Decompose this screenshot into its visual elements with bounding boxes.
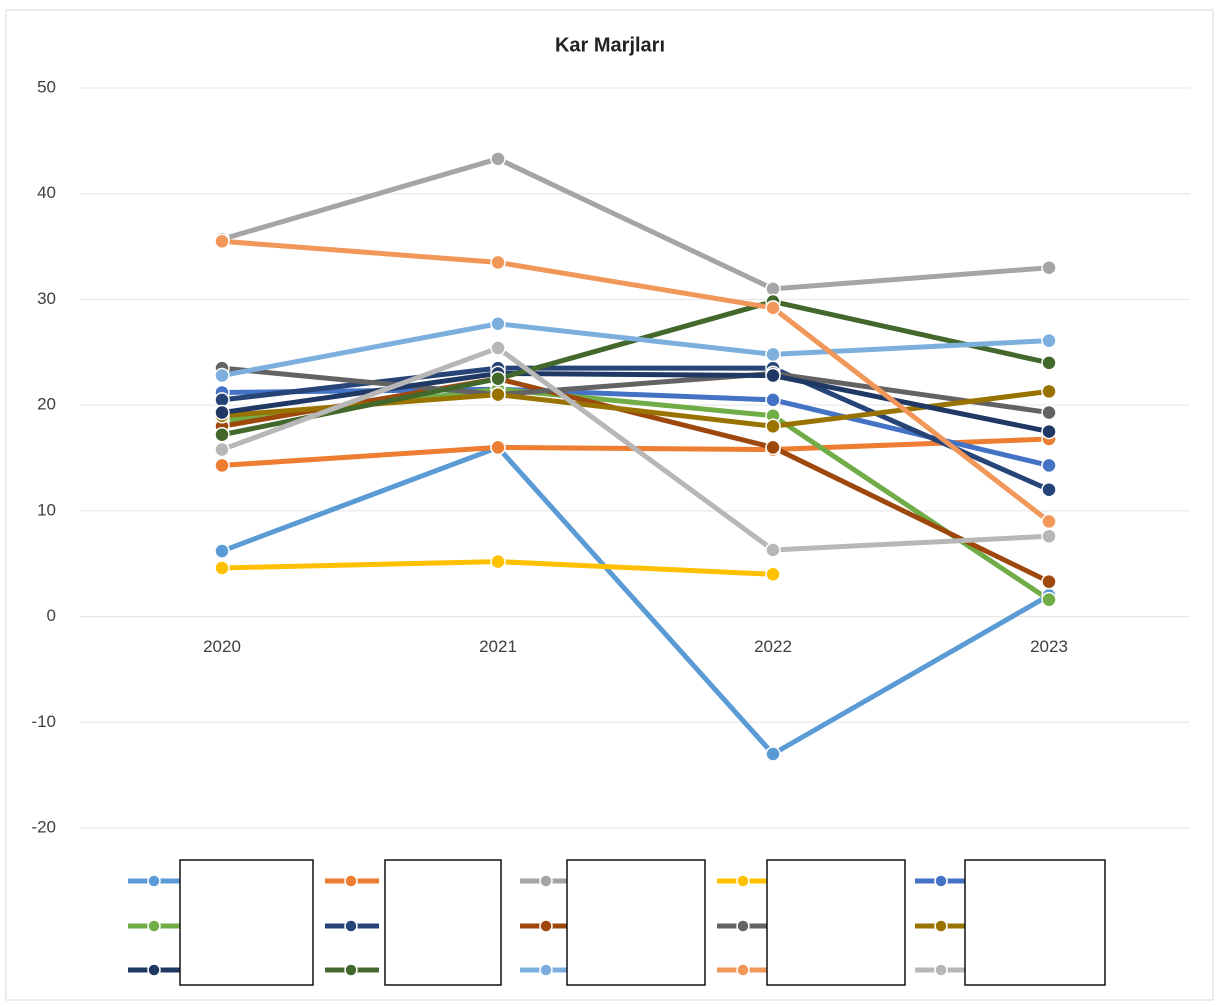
data-point bbox=[1041, 423, 1057, 440]
y-tick-label: 50 bbox=[37, 77, 56, 96]
data-point bbox=[490, 386, 506, 403]
data-point bbox=[765, 300, 781, 316]
data-point bbox=[1041, 591, 1057, 608]
data-point bbox=[1041, 481, 1057, 498]
series-line bbox=[221, 365, 1050, 416]
legend-marker bbox=[934, 874, 948, 888]
data-point bbox=[214, 233, 230, 250]
data-point bbox=[765, 439, 781, 456]
y-tick-label: -10 bbox=[31, 712, 56, 731]
series-line bbox=[221, 365, 1051, 493]
data-point bbox=[214, 404, 230, 421]
legend-marker bbox=[147, 963, 161, 977]
legend-marker bbox=[539, 874, 553, 888]
data-point bbox=[765, 392, 781, 408]
data-point bbox=[1041, 513, 1057, 530]
series-line bbox=[221, 376, 1051, 584]
legend-cover bbox=[964, 859, 1106, 986]
legend-marker bbox=[344, 963, 358, 977]
data-point bbox=[765, 746, 781, 762]
series-line bbox=[221, 156, 1050, 292]
data-point bbox=[765, 542, 781, 558]
legend-cover bbox=[766, 859, 906, 986]
legend-marker bbox=[934, 963, 948, 977]
data-point bbox=[490, 151, 506, 167]
y-tick-label: 40 bbox=[37, 183, 56, 202]
data-point bbox=[490, 254, 506, 271]
data-point bbox=[1041, 332, 1057, 349]
data-point bbox=[765, 418, 781, 435]
series-line bbox=[221, 370, 1050, 435]
series-line bbox=[221, 238, 1051, 524]
data-point bbox=[214, 543, 230, 559]
data-point bbox=[765, 346, 781, 363]
series-line bbox=[221, 321, 1050, 379]
data-point bbox=[1041, 573, 1057, 590]
data-point bbox=[765, 281, 781, 297]
data-point bbox=[765, 566, 781, 583]
legend-marker bbox=[736, 919, 750, 933]
x-tick-label: 2020 bbox=[203, 637, 241, 656]
legend-cover bbox=[179, 859, 314, 986]
y-tick-label: 20 bbox=[37, 395, 56, 414]
series-line bbox=[221, 345, 1050, 553]
data-point bbox=[765, 367, 781, 384]
data-point bbox=[214, 457, 230, 474]
legend-marker bbox=[736, 874, 750, 888]
x-tick-label: 2022 bbox=[754, 637, 792, 656]
data-point bbox=[490, 340, 506, 356]
legend-marker bbox=[147, 919, 161, 933]
data-point bbox=[1041, 259, 1057, 276]
y-tick-label: 10 bbox=[37, 500, 56, 519]
data-point bbox=[490, 370, 506, 387]
legend-marker bbox=[344, 874, 358, 888]
legend-marker bbox=[539, 963, 553, 977]
data-point bbox=[1041, 355, 1057, 371]
legend-marker bbox=[934, 919, 948, 933]
data-point bbox=[1041, 528, 1057, 544]
data-point bbox=[214, 560, 230, 576]
data-point bbox=[490, 553, 506, 570]
data-point bbox=[214, 367, 230, 384]
data-point bbox=[490, 315, 506, 332]
data-point bbox=[214, 392, 230, 408]
legend-marker bbox=[736, 963, 750, 977]
y-tick-label: 0 bbox=[47, 606, 56, 625]
data-point bbox=[1041, 404, 1057, 421]
y-tick-label: 30 bbox=[37, 289, 56, 308]
y-tick-label: -20 bbox=[31, 817, 56, 836]
legend-cover bbox=[566, 859, 706, 986]
legend-marker bbox=[539, 919, 553, 933]
x-tick-label: 2023 bbox=[1030, 637, 1068, 656]
legend-cover bbox=[384, 859, 502, 986]
data-point bbox=[490, 439, 506, 456]
data-point bbox=[214, 441, 230, 458]
legend-marker bbox=[344, 919, 358, 933]
data-point bbox=[1041, 383, 1057, 400]
series-line bbox=[221, 444, 1051, 757]
legend-marker bbox=[147, 874, 161, 888]
chart-title: Kar Marjları bbox=[555, 34, 665, 56]
data-point bbox=[1041, 457, 1057, 474]
chart-frame bbox=[5, 9, 1214, 1001]
data-point bbox=[214, 426, 230, 443]
x-tick-label: 2021 bbox=[479, 637, 517, 656]
